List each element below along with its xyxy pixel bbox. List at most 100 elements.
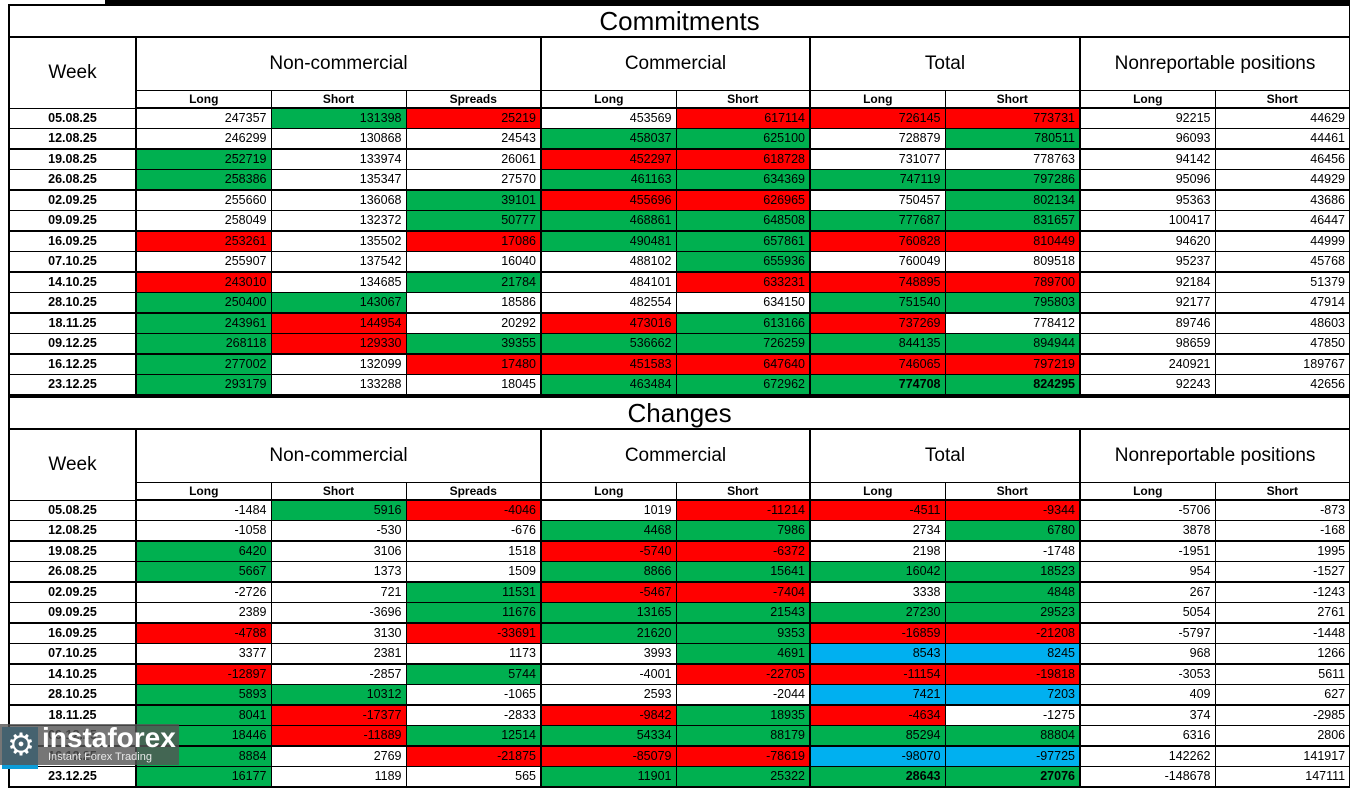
value-cell: 6316 [1079, 725, 1216, 747]
value-cell: 1509 [405, 561, 542, 583]
value-cell: 95363 [1079, 189, 1216, 211]
value-cell: -9842 [540, 704, 677, 726]
table-row: 09.09.25 258049 132372 50777 468861 648508 777… [8, 210, 1350, 232]
column-header: Long [135, 90, 272, 109]
week-cell: 14.10.25 [8, 271, 137, 293]
value-cell: 463484 [540, 374, 677, 396]
value-cell: 243961 [135, 312, 272, 334]
table-row: 12.08.25 246299 130868 24543 458037 625100 728… [8, 128, 1350, 150]
value-cell: 88804 [944, 725, 1081, 747]
group-header: Nonreportable positions [1078, 36, 1350, 91]
group-header: Total [809, 428, 1081, 483]
brand-tagline: Instant Forex Trading [48, 751, 152, 763]
value-cell: 4691 [675, 643, 811, 665]
watermark-backdrop [0, 724, 179, 765]
value-cell: 7421 [809, 684, 946, 706]
value-cell: 258049 [135, 210, 272, 232]
value-cell: -85079 [540, 745, 677, 767]
value-cell: 240921 [1079, 353, 1216, 375]
week-cell: 28.10.25 [8, 292, 137, 314]
value-cell: 267 [1079, 581, 1216, 603]
table-row: 23.12.25 16177 1189 565 11901 25322 28643 27076… [8, 766, 1350, 788]
value-cell: -4634 [809, 704, 946, 726]
value-cell: -11154 [809, 663, 946, 685]
value-cell: 47850 [1214, 333, 1350, 355]
value-cell: 98659 [1079, 333, 1216, 355]
value-cell: -1748 [944, 540, 1081, 562]
column-header: Short [1214, 90, 1350, 109]
value-cell: 133974 [270, 148, 407, 170]
value-cell: 7203 [944, 684, 1081, 706]
value-cell: -9344 [944, 499, 1081, 521]
value-cell: 824295 [944, 374, 1081, 396]
table-row: 19.08.25 252719 133974 26061 452297 618728 731… [8, 148, 1350, 170]
value-cell: 647640 [675, 353, 811, 375]
value-cell: 726259 [675, 333, 811, 355]
value-cell: 16042 [809, 561, 946, 583]
value-cell: 43686 [1214, 189, 1350, 211]
week-column-header: Week [8, 36, 137, 109]
value-cell: 748895 [809, 271, 946, 293]
value-cell: 11676 [405, 602, 542, 624]
value-cell: 46447 [1214, 210, 1350, 232]
value-cell: 778412 [944, 312, 1081, 334]
value-cell: 721 [270, 581, 407, 603]
value-cell: 27570 [405, 169, 542, 191]
value-cell: -5706 [1079, 499, 1216, 521]
value-cell: 95237 [1079, 251, 1216, 273]
value-cell: 2734 [809, 520, 946, 542]
value-cell: 142262 [1079, 745, 1216, 767]
value-cell: -1951 [1079, 540, 1216, 562]
value-cell: -7404 [675, 581, 811, 603]
value-cell: 657861 [675, 230, 811, 252]
value-cell: 2381 [270, 643, 407, 665]
data-table-commitments: Commitments Week Non-commercial Commercial T… [8, 4, 1350, 396]
value-cell: 50777 [405, 210, 542, 232]
value-cell: 10312 [270, 684, 407, 706]
week-cell: 09.09.25 [8, 210, 137, 232]
value-cell: 789700 [944, 271, 1081, 293]
value-cell: -98070 [809, 745, 946, 767]
value-cell: 737269 [809, 312, 946, 334]
table-row: 05.08.25 -1484 5916 -4046 1019 -11214 -4511 -93… [8, 499, 1350, 521]
value-cell: -1065 [405, 684, 542, 706]
value-cell: 2389 [135, 602, 272, 624]
value-cell: 1518 [405, 540, 542, 562]
value-cell: 613166 [675, 312, 811, 334]
value-cell: 409 [1079, 684, 1216, 706]
value-cell: 809518 [944, 251, 1081, 273]
value-cell: 536662 [540, 333, 677, 355]
value-cell: 253261 [135, 230, 272, 252]
value-cell: 129330 [270, 333, 407, 355]
brand-name: instaforex [42, 722, 176, 753]
value-cell: 15641 [675, 561, 811, 583]
value-cell: 8866 [540, 561, 677, 583]
value-cell: 1019 [540, 499, 677, 521]
value-cell: 1173 [405, 643, 542, 665]
value-cell: 634369 [675, 169, 811, 191]
value-cell: -873 [1214, 499, 1350, 521]
table-row: 16.12.2588842769-21875-85079-78619-98070… [8, 745, 1350, 767]
value-cell: 293179 [135, 374, 272, 396]
value-cell: 20292 [405, 312, 542, 334]
table-row: 16.09.25 253261 135502 17086 490481 657861 760… [8, 230, 1350, 252]
value-cell: 8543 [809, 643, 946, 665]
cot-report-tables: Commitments Week Non-commercial Commercial T… [8, 4, 1350, 788]
group-header: Non-commercial [135, 428, 542, 483]
value-cell: 143067 [270, 292, 407, 314]
value-cell: -22705 [675, 663, 811, 685]
value-cell: -1527 [1214, 561, 1350, 583]
value-cell: 797219 [944, 353, 1081, 375]
value-cell: -2044 [675, 684, 811, 706]
week-cell: 07.10.25 [8, 251, 137, 273]
value-cell: 11901 [540, 766, 677, 788]
value-cell: 243010 [135, 271, 272, 293]
group-header: Total [809, 36, 1081, 91]
value-cell: 133288 [270, 374, 407, 396]
value-cell: 246299 [135, 128, 272, 150]
value-cell: 1266 [1214, 643, 1350, 665]
value-cell: 6780 [944, 520, 1081, 542]
value-cell: 3130 [270, 622, 407, 644]
value-cell: 452297 [540, 148, 677, 170]
value-cell: 95096 [1079, 169, 1216, 191]
